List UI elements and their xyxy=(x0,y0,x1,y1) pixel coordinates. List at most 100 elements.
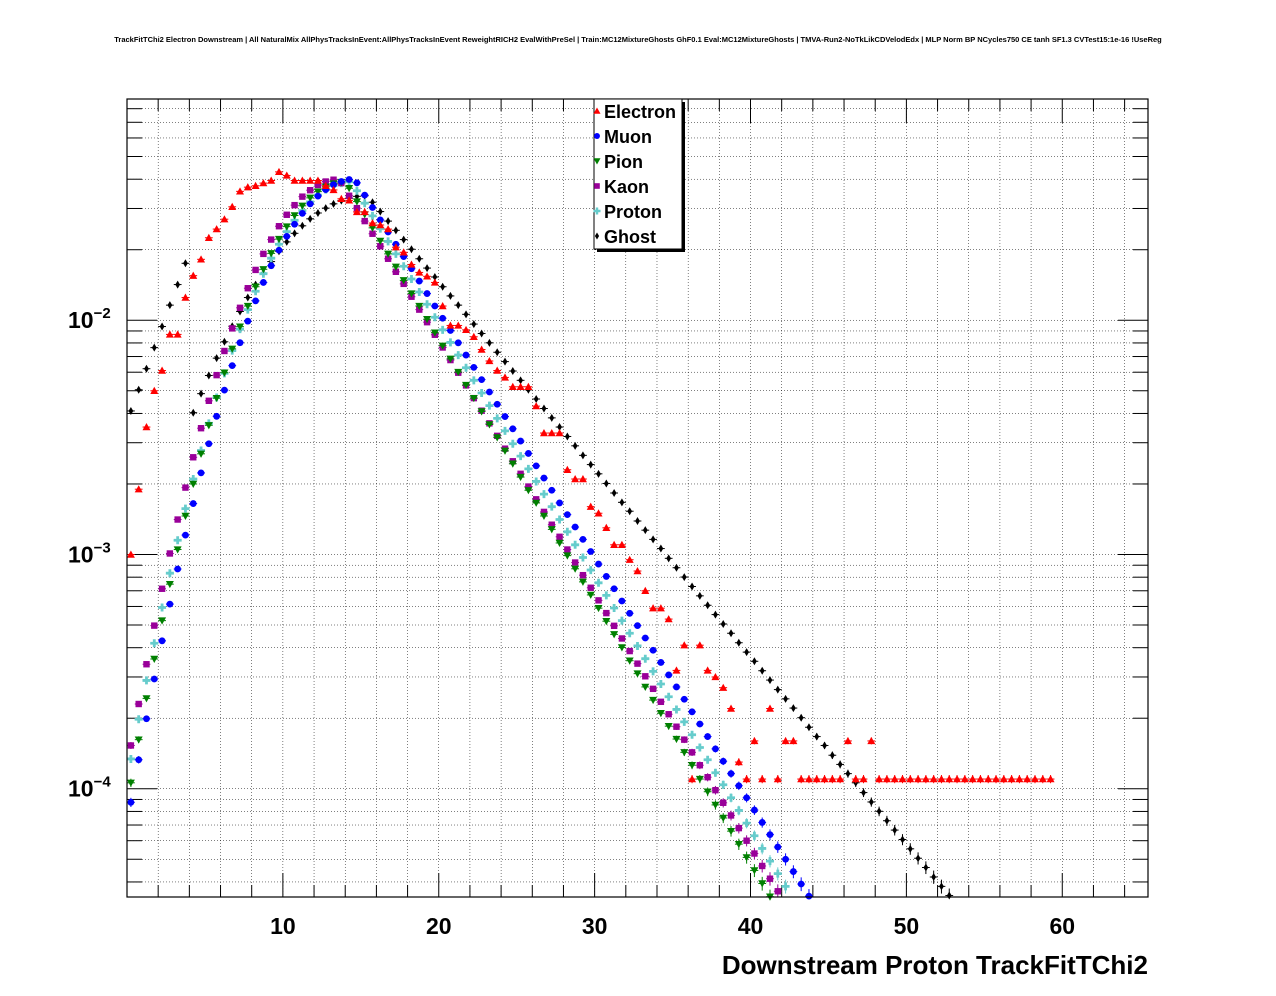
data-point xyxy=(820,741,829,750)
data-point xyxy=(781,736,790,745)
data-point xyxy=(563,511,572,519)
data-point xyxy=(633,567,642,575)
data-point xyxy=(126,754,135,763)
data-point xyxy=(189,480,198,488)
data-point xyxy=(282,171,291,179)
data-point xyxy=(633,660,642,667)
data-point xyxy=(446,327,455,334)
y-tick-label: 10−4 xyxy=(68,774,111,802)
data-point xyxy=(680,748,689,757)
data-point xyxy=(594,597,603,604)
data-point xyxy=(688,708,696,716)
data-point xyxy=(391,263,400,271)
data-point xyxy=(649,604,658,612)
data-point xyxy=(610,585,619,593)
data-point xyxy=(267,254,276,263)
data-point xyxy=(734,838,743,850)
data-point xyxy=(766,676,774,685)
x-tick-labels: 10 20 30 40 50 60 xyxy=(270,913,1075,939)
data-point xyxy=(656,710,665,718)
x-tick-label: 20 xyxy=(426,913,452,939)
data-point xyxy=(173,330,182,338)
data-series xyxy=(126,167,1055,901)
data-point xyxy=(181,259,190,268)
data-point xyxy=(602,591,611,600)
data-point xyxy=(493,366,502,374)
data-point xyxy=(812,775,821,784)
data-point xyxy=(158,617,167,625)
data-point xyxy=(843,736,852,745)
data-point xyxy=(415,254,424,263)
data-point xyxy=(313,176,322,184)
data-point xyxy=(773,867,782,881)
data-point xyxy=(781,694,790,703)
data-point xyxy=(391,249,400,258)
data-point xyxy=(197,450,206,458)
data-point xyxy=(165,580,174,589)
legend-entry: Ghost xyxy=(594,227,656,247)
data-point xyxy=(462,351,470,359)
data-point xyxy=(298,221,307,230)
data-point xyxy=(391,268,400,275)
data-point xyxy=(571,559,580,566)
data-point xyxy=(158,322,166,331)
data-point xyxy=(197,255,206,263)
data-point xyxy=(586,548,595,555)
data-point xyxy=(197,469,205,477)
data-point xyxy=(610,603,619,612)
data-point xyxy=(742,775,751,784)
data-point xyxy=(423,316,432,324)
data-point xyxy=(664,692,673,701)
data-point xyxy=(469,364,478,371)
data-point xyxy=(165,330,174,338)
legend-label: Pion xyxy=(604,152,643,172)
data-point xyxy=(306,200,315,208)
data-point xyxy=(524,450,533,457)
data-point xyxy=(165,569,174,578)
data-point xyxy=(781,879,790,894)
data-point xyxy=(290,216,299,225)
data-point xyxy=(789,865,798,879)
data-point xyxy=(282,232,291,240)
x-tick-label: 30 xyxy=(582,913,608,939)
data-point xyxy=(423,272,432,280)
data-point xyxy=(781,853,790,866)
data-point xyxy=(773,685,782,694)
data-point xyxy=(236,187,245,195)
data-point xyxy=(345,196,354,204)
data-point xyxy=(438,314,447,322)
data-point xyxy=(610,631,619,639)
data-point xyxy=(368,211,377,220)
data-point xyxy=(259,266,268,274)
x-tick-label: 10 xyxy=(270,913,296,939)
data-point xyxy=(181,504,190,513)
data-point xyxy=(204,422,213,430)
data-point xyxy=(212,354,221,363)
data-point xyxy=(321,181,330,189)
data-point xyxy=(703,755,712,764)
data-point xyxy=(274,240,283,249)
data-point xyxy=(617,540,626,548)
data-point xyxy=(126,550,135,558)
data-point xyxy=(423,300,432,309)
data-point xyxy=(282,223,291,231)
data-point xyxy=(181,484,190,491)
data-point xyxy=(236,304,244,312)
data-point xyxy=(454,351,463,360)
data-point xyxy=(430,313,439,322)
data-point xyxy=(134,385,143,394)
data-point xyxy=(633,641,642,650)
data-point xyxy=(882,775,891,784)
data-point xyxy=(243,183,252,191)
data-point xyxy=(165,301,174,310)
data-point xyxy=(672,666,681,674)
data-point xyxy=(742,835,751,847)
data-point xyxy=(360,217,369,225)
data-point xyxy=(890,824,899,836)
data-point xyxy=(430,272,439,281)
data-point xyxy=(142,695,151,703)
data-point xyxy=(649,667,658,676)
data-point xyxy=(189,475,198,484)
data-point xyxy=(555,533,564,540)
